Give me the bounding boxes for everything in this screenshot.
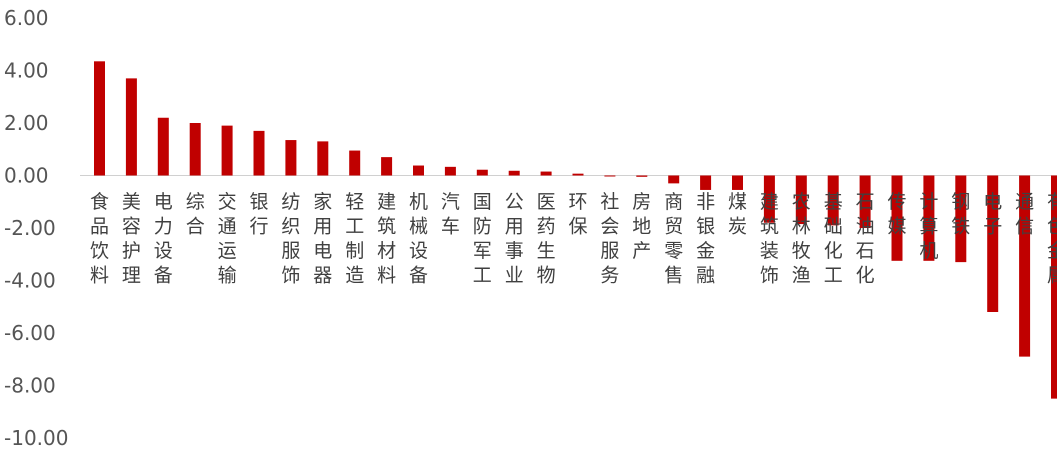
category-label: 商贸零售 bbox=[664, 191, 683, 287]
bar bbox=[445, 167, 456, 176]
category-label: 纺织服饰 bbox=[281, 191, 300, 287]
category-label: 美容护理 bbox=[122, 191, 141, 287]
category-label: 非银金融 bbox=[696, 191, 715, 287]
y-tick-label: -4.00 bbox=[4, 269, 56, 293]
bar bbox=[636, 176, 647, 177]
bar bbox=[190, 123, 201, 176]
category-label: 石油石化 bbox=[856, 191, 875, 287]
bar bbox=[158, 118, 169, 176]
category-label: 房地产 bbox=[632, 191, 651, 262]
bar bbox=[317, 141, 328, 175]
category-label: 国防军工 bbox=[473, 191, 492, 287]
y-tick-label: -10.00 bbox=[4, 426, 68, 450]
category-label: 机械设备 bbox=[409, 191, 428, 287]
category-label: 汽车 bbox=[441, 191, 460, 238]
category-label: 农林牧渔 bbox=[792, 191, 811, 287]
bar bbox=[381, 157, 392, 175]
bar bbox=[254, 131, 265, 176]
category-label: 医药生物 bbox=[537, 191, 556, 287]
category-label: 计算机 bbox=[919, 191, 938, 262]
category-label: 基础化工 bbox=[824, 191, 843, 287]
y-tick-label: -6.00 bbox=[4, 321, 56, 345]
bar bbox=[285, 140, 296, 175]
category-label: 家用电器 bbox=[313, 191, 332, 287]
bar bbox=[668, 176, 679, 184]
y-tick-label: 2.00 bbox=[4, 111, 49, 135]
bar bbox=[573, 174, 584, 176]
bar bbox=[126, 78, 137, 175]
y-tick-label: -8.00 bbox=[4, 374, 56, 398]
bar bbox=[94, 61, 105, 175]
bar bbox=[349, 151, 360, 176]
category-label: 煤炭 bbox=[728, 191, 747, 238]
category-label: 食品饮料 bbox=[90, 191, 109, 287]
bar bbox=[732, 176, 743, 190]
bar bbox=[509, 171, 520, 176]
category-label: 轻工制造 bbox=[345, 191, 364, 287]
bar bbox=[222, 126, 233, 176]
bar bbox=[604, 176, 615, 177]
bar bbox=[477, 170, 488, 176]
y-tick-label: 6.00 bbox=[4, 6, 49, 30]
bar bbox=[700, 176, 711, 190]
bar bbox=[541, 172, 552, 176]
y-tick-label: -2.00 bbox=[4, 216, 56, 240]
y-axis: 6.00 4.00 2.00 0.00 -2.00 -4.00 -6.00 -8.00 -10.… bbox=[4, 6, 68, 450]
y-tick-label: 4.00 bbox=[4, 59, 49, 83]
category-label: 交通运输 bbox=[218, 191, 237, 287]
bar bbox=[413, 166, 424, 176]
category-label: 综合 bbox=[186, 191, 205, 238]
category-label: 电力设备 bbox=[154, 191, 173, 287]
category-labels: 食品饮料美容护理电力设备综合交通运输银行纺织服饰家用电器轻工制造建筑材料机械设备… bbox=[90, 191, 1057, 287]
y-tick-label: 0.00 bbox=[4, 164, 49, 188]
category-label: 社会服务 bbox=[600, 191, 619, 287]
category-label: 银行 bbox=[249, 191, 268, 238]
category-label: 建筑材料 bbox=[377, 191, 396, 287]
category-label: 公用事业 bbox=[505, 191, 524, 287]
category-label: 建筑装饰 bbox=[760, 191, 779, 287]
category-label: 环保 bbox=[568, 191, 587, 238]
